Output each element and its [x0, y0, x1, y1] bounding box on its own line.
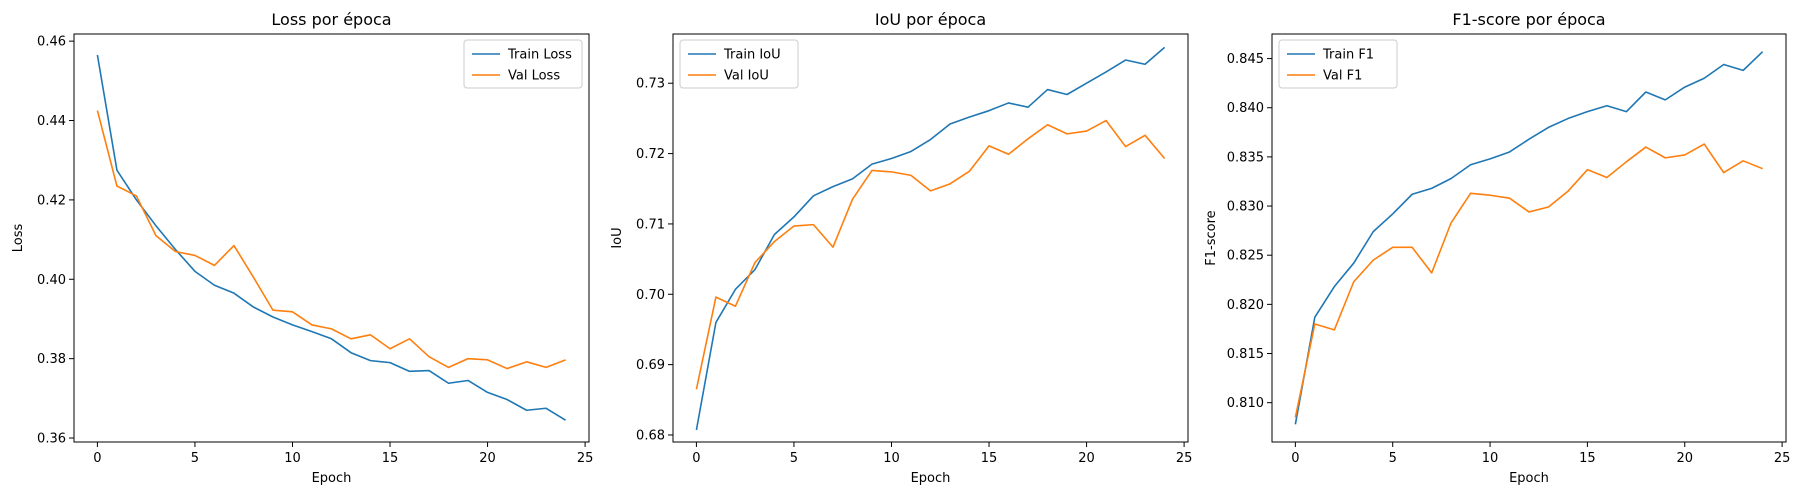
- chart-panel-3: F1-score por época 0 5 10 15 20 25 0.810 0.815 0.…: [1204, 10, 1790, 486]
- chart1-x-tick-label: 10: [284, 451, 301, 466]
- chart1-x-tick-label: 20: [479, 451, 496, 466]
- chart-panel-1: Loss por época 0 5 10 15 20 25 0.36 0.38 0.40 0.42…: [11, 10, 593, 486]
- chart2-x-tick-label: 0: [692, 451, 700, 466]
- chart2-x-tick-label: 10: [883, 451, 900, 466]
- chart2-y-tick-label: 0.73: [636, 77, 665, 92]
- chart3-y-axis-label: F1-score: [1204, 210, 1219, 265]
- chart2-y-tick-label: 0.71: [636, 217, 665, 232]
- chart3-x-tick-label: 20: [1676, 451, 1693, 466]
- chart1-y-axis-label: Loss: [11, 224, 26, 253]
- chart2-y-tick-label: 0.68: [636, 428, 665, 443]
- chart3-title: F1-score por época: [1452, 10, 1605, 29]
- chart1-y-tick-label: 0.44: [37, 114, 66, 129]
- chart1-y-tick-label: 0.46: [37, 35, 66, 50]
- chart3-legend-box: [1278, 39, 1398, 89]
- chart2-axes-frame: [672, 33, 1189, 443]
- chart2-title: IoU por época: [875, 10, 986, 29]
- chart3-y-tick-label: 0.840: [1227, 101, 1264, 116]
- chart3-legend-label-val-f1: Val F1: [1323, 69, 1362, 84]
- chart3-y-tick-label: 0.845: [1227, 52, 1264, 67]
- chart2-x-tick-label: 5: [790, 451, 798, 466]
- chart3-y-tick-label: 0.810: [1227, 396, 1264, 411]
- chart3-legend-label-train-f1: Train F1: [1322, 48, 1374, 63]
- chart1-x-tick-label: 5: [191, 451, 199, 466]
- chart3-x-tick-label: 10: [1482, 451, 1499, 466]
- chart3-x-tick-label: 15: [1579, 451, 1596, 466]
- chart2-series-train-iou: [695, 46, 1166, 431]
- chart1-legend-label-train-loss: Train Loss: [507, 48, 572, 63]
- chart3-x-tick-label: 25: [1774, 451, 1791, 466]
- chart2-x-tick-label: 25: [1176, 451, 1193, 466]
- chart2-legend-box: [679, 39, 799, 89]
- chart3-x-tick-label: 0: [1291, 451, 1299, 466]
- chart3-x-axis-label: Epoch: [1509, 471, 1549, 486]
- chart2-x-axis-label: Epoch: [911, 471, 951, 486]
- chart2-y-tick-label: 0.69: [636, 358, 665, 373]
- chart3-legend: Train F1 Val F1: [1278, 39, 1398, 89]
- chart1-y-tick-label: 0.40: [37, 273, 66, 288]
- chart3-y-tick-label: 0.820: [1227, 298, 1264, 313]
- chart2-legend: Train IoU Val IoU: [679, 39, 799, 89]
- chart2-x-tick-label: 15: [981, 451, 998, 466]
- chart2-x-tick-label: 20: [1078, 451, 1095, 466]
- chart1-title: Loss por época: [271, 10, 391, 29]
- chart1-x-axis-label: Epoch: [312, 471, 352, 486]
- chart1-axes-frame: [73, 33, 590, 443]
- chart3-y-tick-label: 0.835: [1227, 150, 1264, 165]
- chart2-series-val-iou: [695, 119, 1166, 390]
- chart2-legend-label-train-iou: Train IoU: [723, 48, 781, 63]
- chart2-y-tick-label: 0.72: [636, 147, 665, 162]
- chart1-series-train-loss: [96, 54, 567, 421]
- chart3-y-tick-label: 0.815: [1227, 347, 1264, 362]
- chart3-axes-frame: [1271, 33, 1787, 443]
- chart1-legend-label-val-loss: Val Loss: [508, 69, 560, 84]
- chart3-series-val-f1: [1294, 143, 1763, 418]
- chart3-series-train-f1: [1294, 51, 1764, 425]
- chart2-y-axis-label: IoU: [610, 227, 625, 248]
- chart1-series-val-loss: [96, 110, 566, 370]
- chart2-y-tick-label: 0.70: [636, 288, 665, 303]
- chart1-x-tick-label: 15: [382, 451, 399, 466]
- chart-panel-2: IoU por época 0 5 10 15 20 25 0.68 0.69 0.70 0.71 0…: [610, 10, 1192, 486]
- chart1-legend-box: [463, 39, 583, 89]
- chart2-legend-label-val-iou: Val IoU: [724, 69, 769, 84]
- chart1-y-tick-label: 0.42: [37, 193, 66, 208]
- chart1-x-tick-label: 0: [93, 451, 101, 466]
- chart3-y-tick-label: 0.825: [1227, 249, 1264, 264]
- chart1-x-tick-label: 25: [577, 451, 594, 466]
- chart1-y-tick-label: 0.38: [37, 352, 66, 367]
- chart3-x-tick-label: 5: [1389, 451, 1397, 466]
- chart1-y-tick-label: 0.36: [37, 432, 66, 447]
- chart3-y-tick-label: 0.830: [1227, 200, 1264, 215]
- chart1-legend: Train Loss Val Loss: [463, 39, 583, 89]
